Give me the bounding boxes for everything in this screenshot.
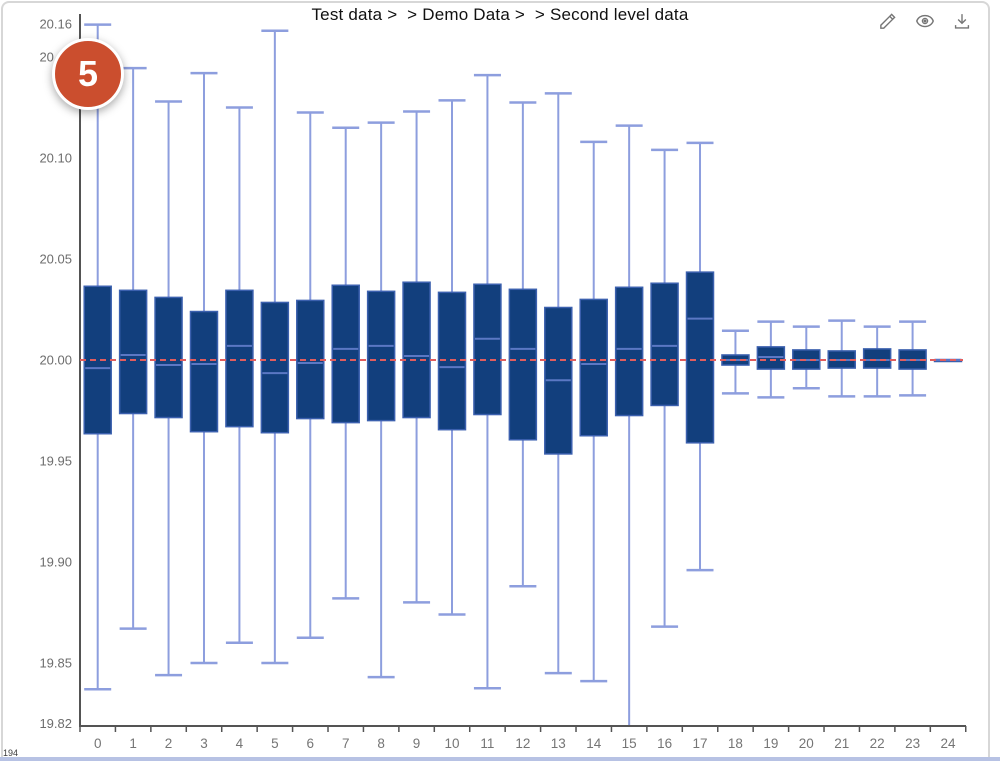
x-axis-label: 6 <box>307 736 315 751</box>
iqr-box <box>83 285 112 435</box>
x-axis-label: 9 <box>413 736 421 751</box>
boxplot-box-20[interactable] <box>792 325 821 390</box>
boxplot-box-16[interactable] <box>650 148 679 628</box>
iqr-box <box>402 281 431 419</box>
x-axis-label: 1 <box>129 736 137 751</box>
boxplot-box-8[interactable] <box>366 121 396 679</box>
x-axis-label: 23 <box>905 736 920 751</box>
boxplot-box-1[interactable] <box>118 66 148 630</box>
x-axis-label: 14 <box>586 736 602 751</box>
y-axis-label: 19.82 <box>39 716 72 731</box>
boxplot-box-4[interactable] <box>225 106 254 645</box>
x-axis-label: 4 <box>236 736 244 751</box>
step-number-label: 5 <box>77 53 99 94</box>
chart-toolbar <box>876 9 974 33</box>
boxplot-box-3[interactable] <box>189 71 219 665</box>
x-axis-label: 10 <box>444 736 459 751</box>
x-axis-label: 5 <box>271 736 279 751</box>
step-number-badge[interactable]: 5 <box>52 38 124 110</box>
y-axis-label: 20.16 <box>39 16 72 31</box>
iqr-box <box>260 301 290 434</box>
x-axis-label: 8 <box>377 736 385 751</box>
boxplot-box-22[interactable] <box>862 325 892 398</box>
y-axis-label: 20.00 <box>39 353 72 368</box>
boxplot-box-10[interactable] <box>437 99 467 616</box>
y-axis-label: 19.90 <box>39 555 72 570</box>
x-axis-label: 24 <box>941 736 957 751</box>
bottom-divider-strip <box>0 757 1000 761</box>
iqr-box <box>331 284 360 424</box>
boxplot-box-2[interactable] <box>154 100 183 677</box>
download-icon[interactable] <box>950 9 974 33</box>
boxplot-box-24[interactable] <box>933 358 963 363</box>
x-axis-label: 7 <box>342 736 350 751</box>
boxplot-box-19[interactable] <box>756 320 786 399</box>
preview-eye-icon[interactable] <box>913 9 937 33</box>
y-axis-label: 19.85 <box>39 656 72 671</box>
iqr-box <box>756 346 786 370</box>
boxplot-box-9[interactable] <box>402 110 431 604</box>
iqr-box <box>579 298 608 437</box>
x-axis-label: 11 <box>480 736 494 751</box>
edit-pencil-icon[interactable] <box>876 9 900 33</box>
iqr-box <box>685 271 715 444</box>
boxplot-box-12[interactable] <box>508 101 538 588</box>
iqr-box <box>189 310 219 433</box>
y-axis-label: 19.95 <box>39 454 72 469</box>
iqr-box <box>614 286 644 417</box>
boxplot-box-11[interactable] <box>473 73 502 690</box>
boxplot-box-5[interactable] <box>260 29 290 665</box>
x-axis-label: 16 <box>657 736 672 751</box>
boxplot-box-14[interactable] <box>579 140 608 683</box>
iqr-box <box>862 348 892 369</box>
x-axis-label: 22 <box>870 736 885 751</box>
chart-breadcrumb-title: Test data > > Demo Data > > Second level… <box>311 5 689 24</box>
x-axis-label: 0 <box>94 736 102 751</box>
record-count-label: 194 <box>3 748 19 758</box>
boxplot-box-13[interactable] <box>544 92 573 675</box>
iqr-box <box>154 296 183 419</box>
boxplot-box-6[interactable] <box>296 111 325 639</box>
x-axis-label: 20 <box>799 736 814 751</box>
boxplot-box-21[interactable] <box>827 319 856 398</box>
x-axis-label: 13 <box>551 736 566 751</box>
iqr-box <box>118 289 148 415</box>
y-axis-label: 20.05 <box>39 252 72 267</box>
y-axis-label: 20.10 <box>39 151 72 166</box>
boxplot-box-0[interactable] <box>83 23 112 691</box>
boxplot-box-23[interactable] <box>898 320 927 397</box>
x-axis-label: 21 <box>834 736 849 751</box>
iqr-box <box>473 283 502 416</box>
iqr-box <box>366 290 396 422</box>
x-axis-label: 18 <box>728 736 743 751</box>
x-axis-label: 19 <box>763 736 778 751</box>
boxplot-box-18[interactable] <box>721 329 750 395</box>
boxplot-box-15[interactable] <box>614 124 644 725</box>
iqr-box <box>508 288 538 441</box>
x-axis-label: 15 <box>622 736 637 751</box>
x-axis-label: 17 <box>692 736 707 751</box>
x-axis-label: 3 <box>200 736 208 751</box>
boxplot-box-17[interactable] <box>685 141 715 572</box>
iqr-box <box>650 282 679 407</box>
x-axis-label: 12 <box>515 736 530 751</box>
boxplot-box-7[interactable] <box>331 126 360 600</box>
x-axis-label: 2 <box>165 736 173 751</box>
iqr-box <box>437 291 467 431</box>
iqr-box <box>225 289 254 428</box>
